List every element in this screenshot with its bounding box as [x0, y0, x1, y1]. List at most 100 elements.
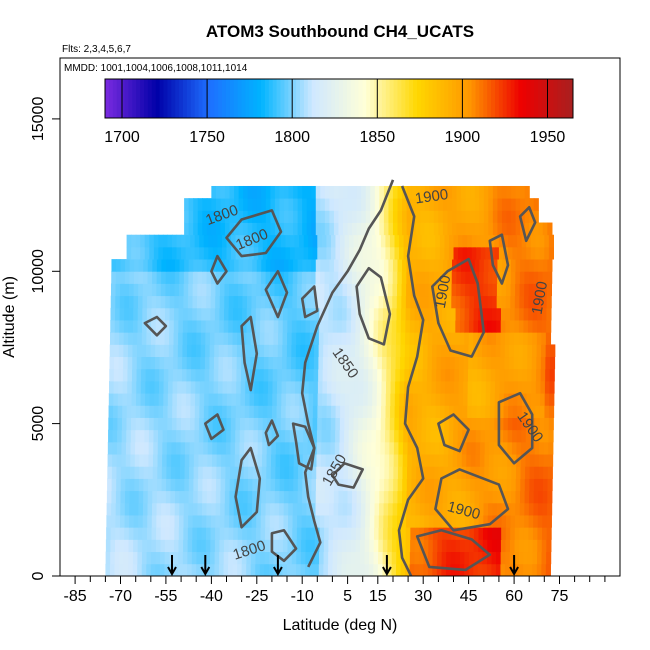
heatmap-cell: [308, 393, 314, 406]
heatmap-cell: [202, 259, 208, 272]
heatmap-cell: [105, 563, 111, 577]
heatmap-cell: [341, 563, 347, 577]
heatmap-cell: [422, 393, 428, 406]
heatmap-cell: [365, 502, 371, 516]
heatmap-cell: [187, 551, 193, 565]
heatmap-cell: [456, 185, 462, 199]
heatmap-cell: [347, 185, 353, 199]
heatmap-cell: [383, 185, 390, 199]
heatmap-cell: [151, 527, 157, 540]
heatmap-cell: [264, 320, 270, 333]
heatmap-cell: [115, 502, 121, 516]
heatmap-cell: [133, 539, 139, 553]
heatmap-cell: [147, 490, 153, 504]
heatmap-cell: [500, 320, 506, 333]
heatmap-cell: [197, 259, 203, 272]
heatmap-cell: [323, 551, 329, 565]
colorbar-segment: [565, 79, 570, 118]
heatmap-cell: [429, 198, 435, 211]
heatmap-cell: [514, 307, 520, 321]
heatmap-cell: [131, 405, 137, 418]
heatmap-cell: [115, 295, 121, 309]
heatmap-cell: [500, 332, 506, 345]
heatmap-cell: [142, 307, 148, 321]
heatmap-cell: [376, 234, 382, 248]
heatmap-cell: [121, 441, 127, 455]
heatmap-cell: [491, 563, 497, 577]
heatmap-cell: [546, 283, 553, 297]
heatmap-cell: [424, 515, 430, 528]
heatmap-cell: [433, 283, 439, 297]
heatmap-cell: [410, 307, 416, 321]
heatmap-cell: [210, 515, 216, 528]
heatmap-cell: [128, 307, 134, 321]
heatmap-cell: [139, 429, 145, 443]
heatmap-cell: [494, 429, 500, 443]
colorbar-segment: [518, 79, 523, 118]
colorbar-segment: [288, 79, 293, 118]
heatmap-cell: [237, 307, 243, 321]
heatmap-cell: [324, 295, 330, 309]
colorbar-segment: [561, 79, 566, 118]
heatmap-cell: [378, 320, 384, 333]
heatmap-cell: [511, 259, 517, 272]
heatmap-cell: [219, 320, 225, 333]
heatmap-cell: [454, 356, 460, 370]
heatmap-cell: [161, 271, 167, 284]
heatmap-cell: [322, 356, 329, 370]
heatmap-cell: [526, 246, 532, 260]
heatmap-cell: [157, 478, 163, 492]
heatmap-cell: [428, 515, 434, 528]
heatmap-cell: [106, 527, 112, 540]
heatmap-cell: [191, 320, 198, 333]
heatmap-cell: [213, 368, 219, 382]
heatmap-cell: [192, 283, 198, 297]
heatmap-cell: [478, 283, 484, 297]
heatmap-cell: [423, 344, 429, 358]
heatmap-cell: [428, 295, 434, 309]
heatmap-cell: [306, 283, 312, 297]
heatmap-cell: [436, 368, 442, 382]
colorbar-segment: [296, 79, 301, 118]
heatmap-cell: [392, 210, 399, 223]
heatmap-cell: [488, 502, 494, 516]
heatmap-cell: [533, 222, 539, 236]
heatmap-cell: [392, 283, 398, 297]
heatmap-cell: [298, 454, 304, 467]
heatmap-cell: [265, 259, 271, 272]
heatmap-cell: [542, 283, 548, 297]
heatmap-cell: [455, 527, 461, 540]
heatmap-cell: [308, 417, 314, 431]
heatmap-cell: [216, 454, 222, 467]
heatmap-cell: [332, 307, 339, 321]
heatmap-cell: [256, 515, 262, 528]
heatmap-cell: [143, 271, 149, 284]
heatmap-cell: [122, 393, 128, 406]
heatmap-cell: [210, 283, 217, 297]
heatmap-cell: [547, 478, 553, 492]
heatmap-cell: [483, 185, 489, 199]
heatmap-cell: [333, 185, 340, 199]
heatmap-cell: [191, 332, 197, 345]
heatmap-cell: [341, 551, 347, 565]
heatmap-cell: [120, 478, 126, 492]
heatmap-cell: [388, 271, 394, 284]
heatmap-cell: [473, 551, 479, 565]
heatmap-cell: [108, 417, 114, 431]
heatmap-cell: [162, 454, 168, 467]
heatmap-cell: [380, 234, 386, 248]
heatmap-cell: [538, 466, 544, 479]
heatmap-cell: [223, 320, 229, 333]
heatmap-cell: [468, 356, 474, 370]
heatmap-cell: [184, 210, 190, 223]
heatmap-cell: [282, 563, 288, 577]
heatmap-cell: [355, 307, 361, 321]
heatmap-cell: [287, 320, 293, 333]
heatmap-cell: [440, 405, 446, 418]
heatmap-cell: [238, 259, 244, 272]
heatmap-cell: [523, 563, 529, 577]
heatmap-cell: [365, 515, 371, 528]
heatmap-cell: [314, 551, 320, 565]
heatmap-cell: [477, 356, 483, 370]
